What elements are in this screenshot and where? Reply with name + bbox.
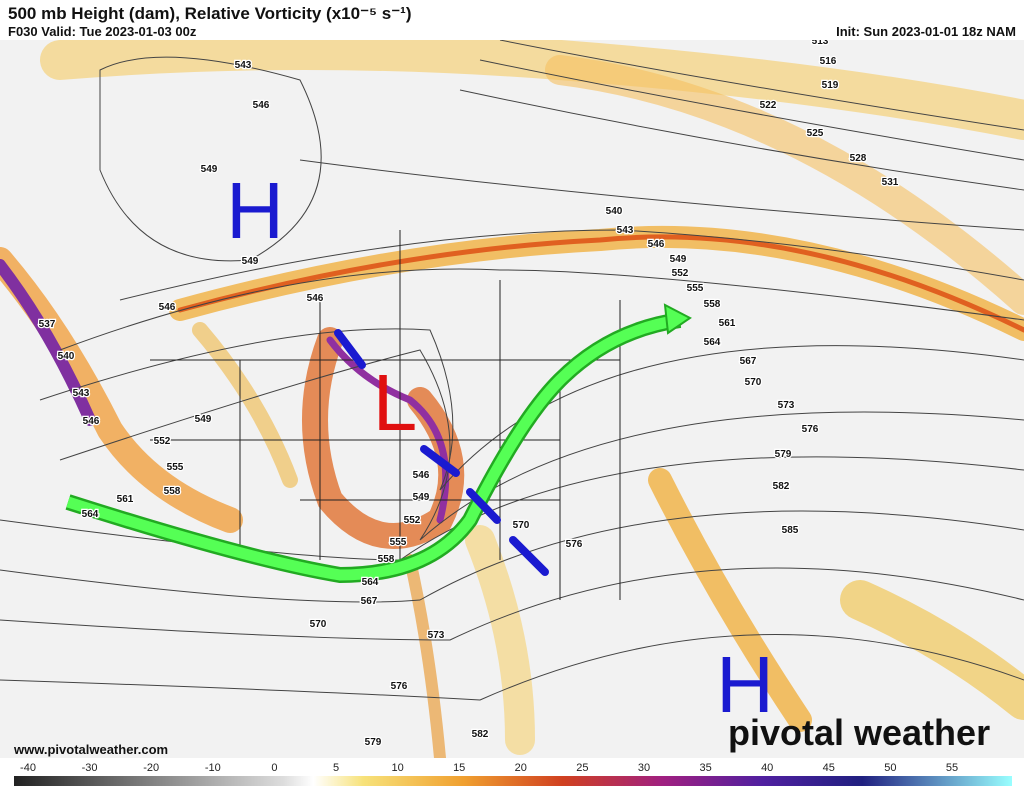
- contour-label: 549: [242, 256, 259, 267]
- watermark: pivotal weather: [728, 712, 990, 753]
- pressure-center: H: [716, 640, 774, 729]
- contour-label: 561: [117, 494, 134, 505]
- vorticity-field: [0, 30, 1024, 764]
- pressure-center: L: [373, 358, 418, 447]
- contour-labels: 5135165195225255285315405435465495525555…: [37, 35, 900, 750]
- contour-label: 576: [802, 424, 819, 435]
- contour-label: 561: [719, 318, 736, 329]
- contour-label: 546: [253, 100, 270, 111]
- state-borders: [150, 230, 621, 600]
- contour-label: 546: [413, 470, 430, 481]
- contour-label: 585: [782, 525, 799, 536]
- contour-label: 573: [778, 400, 795, 411]
- contour-label: 522: [760, 100, 777, 111]
- colorbar: [14, 776, 1012, 786]
- contour-label: 549: [413, 492, 430, 503]
- trough-axis: [334, 329, 549, 576]
- contour-label: 519: [822, 80, 839, 91]
- contour-label: 567: [740, 356, 757, 367]
- contour-label: 558: [704, 299, 721, 310]
- contour-label: 546: [307, 293, 324, 304]
- colorbar-label: 20: [515, 762, 527, 774]
- contour-label: 564: [362, 577, 379, 588]
- contour-label: 549: [201, 164, 218, 175]
- contour-label: 555: [687, 283, 704, 294]
- contour-label: 558: [164, 486, 181, 497]
- colorbar-label: -20: [143, 762, 159, 774]
- contour-label: 552: [154, 436, 171, 447]
- contour-label: 579: [775, 449, 792, 460]
- contour-label: 543: [235, 60, 252, 71]
- colorbar-label: 25: [576, 762, 588, 774]
- contour-label: 582: [773, 481, 790, 492]
- contour-label: 546: [83, 416, 100, 427]
- contour-label: 516: [820, 56, 837, 67]
- contour-label: 555: [390, 537, 407, 548]
- jet-arrow-fill: [66, 314, 681, 581]
- contour-label: 546: [159, 302, 176, 313]
- contour-label: 582: [472, 729, 489, 740]
- contour-label: 570: [513, 520, 530, 531]
- url: www.pivotalweather.com: [13, 742, 168, 757]
- contour-label: 570: [745, 377, 762, 388]
- colorbar-label: 0: [271, 762, 277, 774]
- contour-label: 543: [617, 225, 634, 236]
- contour-label: 564: [82, 509, 99, 520]
- contour-label: 549: [195, 414, 212, 425]
- colorbar-label: 35: [699, 762, 711, 774]
- contour-label: 567: [361, 596, 378, 607]
- contour-label: 525: [807, 128, 824, 139]
- colorbar-label: 5: [333, 762, 339, 774]
- contour-label: 528: [850, 153, 867, 164]
- colorbar-label: 50: [884, 762, 896, 774]
- contour-label: 531: [882, 177, 899, 188]
- contour-label: 579: [365, 737, 382, 748]
- contour-label: 552: [404, 515, 421, 526]
- colorbar-label: 15: [453, 762, 465, 774]
- arrow-head: [663, 303, 692, 335]
- pressure-center: H: [226, 166, 284, 255]
- title: 500 mb Height (dam), Relative Vorticity …: [8, 4, 412, 23]
- contour-label: 552: [672, 268, 689, 279]
- contour-label: 573: [428, 630, 445, 641]
- contour-label: 543: [73, 388, 90, 399]
- colorbar-label: -40: [20, 762, 36, 774]
- colorbar-labels: -40 -30 -20 -10 0 5 10 15 20 25 30 35 40 45 50 55: [20, 762, 958, 774]
- contour-label: 555: [167, 462, 184, 473]
- contour-label: 546: [648, 239, 665, 250]
- colorbar-label: 45: [823, 762, 835, 774]
- contour-label: 576: [566, 539, 583, 550]
- contour-label: 558: [378, 554, 395, 565]
- colorbar-label: -30: [82, 762, 98, 774]
- pressure-centers: H L H: [226, 166, 774, 729]
- colorbar-label: 30: [638, 762, 650, 774]
- header-bg: [0, 0, 1024, 40]
- colorbar-label: 10: [391, 762, 403, 774]
- colorbar-label: -10: [205, 762, 221, 774]
- colorbar-label: 55: [946, 762, 958, 774]
- init-time: Init: Sun 2023-01-01 18z NAM: [836, 24, 1016, 39]
- contour-label: 537: [39, 319, 56, 330]
- contour-label: 564: [704, 337, 721, 348]
- contour-label: 549: [670, 254, 687, 265]
- height-contours: [0, 39, 1024, 701]
- contour-label: 576: [391, 681, 408, 692]
- contour-label: 540: [606, 206, 623, 217]
- valid-time: F030 Valid: Tue 2023-01-03 00z: [8, 24, 197, 39]
- contour-label: 540: [58, 351, 75, 362]
- contour-label: 570: [310, 619, 327, 630]
- colorbar-label: 40: [761, 762, 773, 774]
